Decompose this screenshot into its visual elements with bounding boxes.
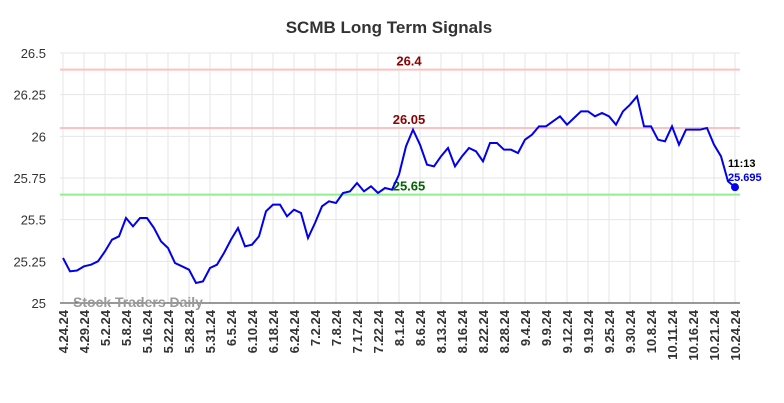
price-line (62, 94, 736, 285)
x-tick-label: 7.17.24 (350, 309, 365, 353)
x-tick-label: 4.29.24 (77, 309, 92, 353)
x-tick-label: 8.6.24 (413, 309, 428, 346)
x-tick-label: 9.9.24 (539, 309, 554, 346)
signal-label: 25.65 (393, 179, 426, 194)
x-tick-label: 5.8.24 (119, 309, 134, 346)
signal-label: 26.05 (393, 112, 426, 127)
x-tick-label: 8.1.24 (392, 309, 407, 346)
x-tick-label: 9.25.24 (602, 309, 617, 353)
y-tick-label: 26 (32, 129, 46, 144)
x-tick-label: 9.30.24 (623, 309, 638, 353)
x-tick-label: 4.24.24 (56, 309, 71, 353)
last-time: 11:13 (728, 158, 756, 170)
y-tick-label: 26.5 (21, 46, 46, 61)
x-tick-label: 7.22.24 (371, 309, 386, 353)
y-tick-label: 25.5 (21, 213, 46, 228)
x-tick-label: 8.28.24 (497, 309, 512, 353)
x-tick-label: 8.16.24 (455, 309, 470, 353)
last-value: 25.695 (728, 172, 762, 184)
x-tick-label: 5.16.24 (140, 309, 155, 353)
x-tick-label: 5.2.24 (98, 309, 113, 346)
x-tick-label: 10.11.24 (665, 309, 680, 360)
y-tick-label: 26.25 (13, 88, 46, 103)
x-tick-label: 9.12.24 (560, 309, 575, 353)
x-tick-label: 5.22.24 (161, 309, 176, 353)
last-point (731, 183, 739, 192)
x-tick-label: 9.19.24 (581, 309, 596, 353)
watermark: Stock Traders Daily (73, 294, 203, 310)
x-tick-label: 7.8.24 (329, 309, 344, 346)
chart-title: SCMB Long Term Signals (286, 18, 493, 37)
y-tick-label: 25.25 (13, 254, 46, 269)
x-tick-label: 6.18.24 (266, 309, 281, 353)
x-tick-label: 6.24.24 (287, 309, 302, 353)
y-tick-label: 25.75 (13, 171, 46, 186)
x-tick-label: 8.13.24 (434, 309, 449, 353)
x-tick-label: 10.16.24 (686, 309, 701, 360)
y-tick-label: 25 (32, 296, 46, 311)
x-tick-label: 10.21.24 (707, 309, 722, 360)
x-tick-label: 7.2.24 (308, 309, 323, 346)
x-tick-label: 9.4.24 (518, 309, 533, 346)
x-tick-label: 6.10.24 (245, 309, 260, 353)
x-tick-label: 5.31.24 (203, 309, 218, 353)
x-tick-label: 6.5.24 (224, 309, 239, 346)
signal-label: 26.4 (396, 54, 422, 69)
x-tick-label: 10.24.24 (728, 309, 743, 360)
x-tick-label: 5.28.24 (182, 309, 197, 353)
x-tick-label: 8.22.24 (476, 309, 491, 353)
x-tick-label: 10.8.24 (644, 309, 659, 353)
